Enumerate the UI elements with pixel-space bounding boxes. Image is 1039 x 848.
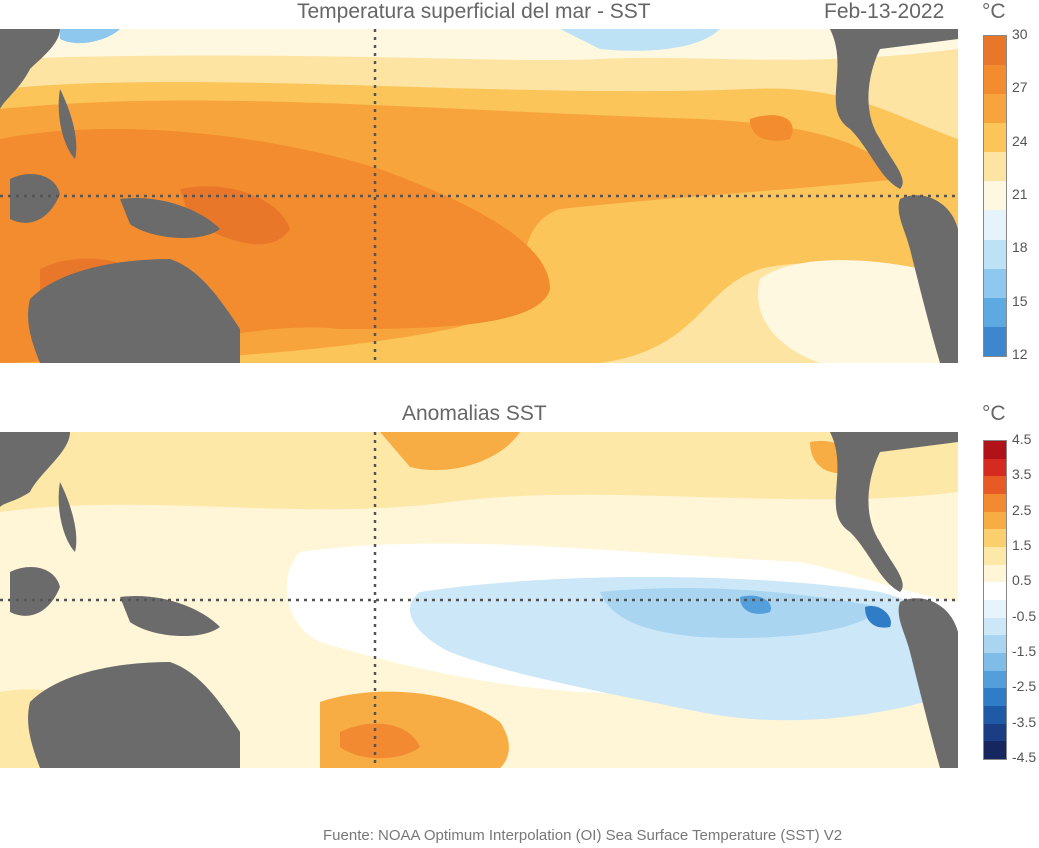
anomaly-colorbar-segment — [984, 723, 1006, 742]
sst-colorbar-segment — [984, 123, 1006, 153]
anomaly-colorbar-tick: -0.5 — [1012, 607, 1037, 624]
sst-colorbar-segment — [984, 36, 1006, 66]
sst-unit-label: °C — [982, 0, 1006, 23]
sst-date: Feb-13-2022 — [824, 0, 945, 23]
sst-colorbar-segment — [984, 210, 1006, 240]
anomaly-colorbar-tick: 0.5 — [1012, 572, 1032, 589]
anomaly-colorbar-tick: -1.5 — [1012, 643, 1037, 659]
sst-colorbar-segment — [984, 94, 1006, 124]
anomaly-colorbar-tick: -3.5 — [1012, 713, 1037, 730]
sst-colorbar-tick: 27 — [1012, 79, 1028, 96]
anomaly-colorbar-segment — [984, 458, 1006, 477]
source-credit: Fuente: NOAA Optimum Interpolation (OI) … — [323, 827, 843, 844]
anomaly-colorbar-segment — [984, 582, 1006, 600]
anomaly-colorbar-segment — [984, 635, 1006, 653]
sst-title: Temperatura superficial del mar - SST — [297, 0, 651, 23]
sst-colorbar-segment — [984, 152, 1006, 182]
sst-colorbar-tick: 24 — [1012, 132, 1028, 149]
anomaly-colorbar-segment — [984, 511, 1006, 530]
anomaly-colorbar-segment — [984, 546, 1006, 565]
anomaly-colorbar-segment — [984, 705, 1006, 724]
sst-colorbar-segment — [984, 268, 1006, 298]
sst-colorbar-segment — [984, 239, 1006, 269]
sst-colorbar-tick: 21 — [1012, 186, 1028, 202]
sst-colorbar-tick: 18 — [1012, 239, 1028, 256]
anomaly-colorbar-segment — [984, 493, 1006, 512]
anomaly-colorbar-tick: -2.5 — [1012, 678, 1037, 695]
sst-colorbar-segment — [984, 181, 1006, 211]
anomaly-unit-label: °C — [982, 402, 1006, 425]
anomaly-colorbar-segment — [984, 617, 1006, 636]
sst-colorbar — [983, 35, 1007, 357]
sst-map — [0, 29, 958, 363]
anomaly-colorbar-segment — [984, 688, 1006, 706]
sst-colorbar-segment — [984, 297, 1006, 327]
anomaly-map — [0, 432, 958, 768]
sst-colorbar-segment — [984, 65, 1006, 95]
anomaly-title: Anomalias SST — [402, 402, 547, 425]
anomaly-colorbar-segment — [984, 441, 1006, 459]
sst-colorbar-tick: 30 — [1012, 26, 1028, 42]
sst-colorbar-tick: 12 — [1012, 346, 1028, 362]
anomaly-colorbar-segment — [984, 476, 1006, 494]
anomaly-colorbar-segment — [984, 529, 1006, 547]
sst-colorbar-segment — [984, 326, 1006, 356]
anomaly-colorbar-segment — [984, 599, 1006, 618]
anomaly-colorbar-segment — [984, 564, 1006, 583]
anomaly-colorbar-tick: -4.5 — [1012, 749, 1037, 765]
anomaly-colorbar-segment — [984, 741, 1006, 759]
anomaly-colorbar — [983, 440, 1007, 760]
anomaly-colorbar-tick: 4.5 — [1012, 431, 1032, 447]
anomaly-colorbar-tick: 3.5 — [1012, 466, 1032, 483]
anomaly-colorbar-tick: 1.5 — [1012, 537, 1032, 553]
anomaly-colorbar-tick: 2.5 — [1012, 501, 1032, 518]
anomaly-colorbar-segment — [984, 652, 1006, 671]
sst-colorbar-tick: 15 — [1012, 292, 1028, 309]
anomaly-colorbar-segment — [984, 670, 1006, 689]
